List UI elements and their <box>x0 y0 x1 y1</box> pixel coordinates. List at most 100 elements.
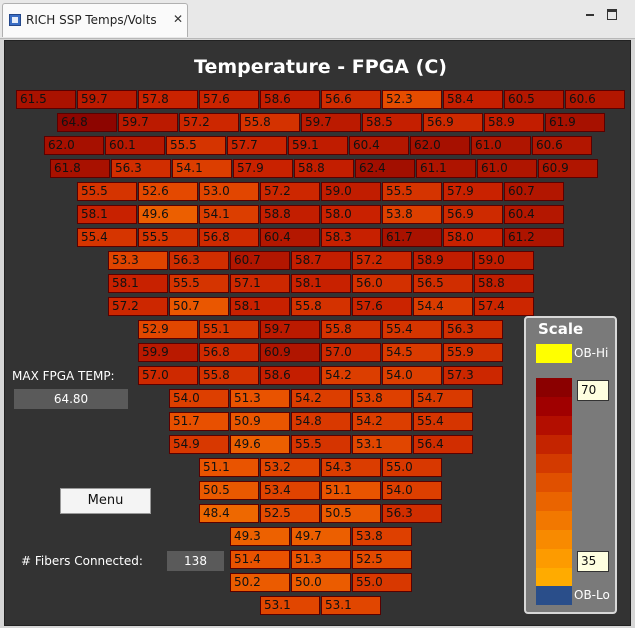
temp-cell: 54.0 <box>382 481 442 500</box>
temp-cell: 64.8 <box>57 113 117 132</box>
temp-cell: 60.9 <box>538 159 598 178</box>
temp-cell: 53.2 <box>260 458 320 477</box>
scale-legend: Scale OB-Hi 70 35 OB-Lo <box>524 316 617 614</box>
temp-cell: 51.1 <box>321 481 381 500</box>
close-icon[interactable]: ✕ <box>173 12 184 26</box>
temp-cell: 57.0 <box>138 366 198 385</box>
temp-cell: 54.8 <box>291 412 351 431</box>
temp-cell: 59.0 <box>321 182 381 201</box>
scale-band <box>536 511 572 530</box>
temp-cell: 53.1 <box>352 435 412 454</box>
temp-cell: 48.4 <box>199 504 259 523</box>
temp-cell: 56.3 <box>443 320 503 339</box>
temp-cell: 58.1 <box>291 274 351 293</box>
temp-cell: 55.9 <box>443 343 503 362</box>
max-fpga-temp-label: MAX FPGA TEMP: <box>12 369 115 383</box>
temp-cell: 54.1 <box>172 159 232 178</box>
temp-cell: 58.6 <box>260 366 320 385</box>
temp-cell: 60.9 <box>260 343 320 362</box>
maximize-icon[interactable] <box>606 8 620 22</box>
temp-cell: 56.9 <box>423 113 483 132</box>
temp-cell: 57.2 <box>260 182 320 201</box>
temp-cell: 53.8 <box>352 527 412 546</box>
scale-band <box>536 397 572 416</box>
temp-cell: 54.4 <box>413 297 473 316</box>
temp-cell: 60.4 <box>504 205 564 224</box>
temp-cell: 55.5 <box>169 274 229 293</box>
temp-cell: 51.7 <box>169 412 229 431</box>
temp-cell: 54.0 <box>169 389 229 408</box>
scale-min-input[interactable]: 35 <box>577 551 609 572</box>
temp-cell: 56.3 <box>111 159 171 178</box>
temp-cell: 57.2 <box>179 113 239 132</box>
menu-button[interactable]: Menu <box>60 488 151 514</box>
temp-cell: 58.8 <box>474 274 534 293</box>
temp-cell: 50.9 <box>230 412 290 431</box>
temp-cell: 60.7 <box>230 251 290 270</box>
scale-max-input[interactable]: 70 <box>577 380 609 401</box>
temp-cell: 52.5 <box>352 550 412 569</box>
temp-cell: 58.8 <box>294 159 354 178</box>
temp-cell: 55.8 <box>240 113 300 132</box>
tab-rich-ssp-temps-volts[interactable]: RICH SSP Temps/Volts ✕ <box>2 3 188 37</box>
temp-cell: 60.4 <box>349 136 409 155</box>
scale-band <box>536 549 572 568</box>
temp-cell: 54.7 <box>413 389 473 408</box>
temp-cell: 58.1 <box>108 274 168 293</box>
temp-cell: 55.0 <box>352 573 412 592</box>
temp-cell: 52.6 <box>138 182 198 201</box>
temp-cell: 54.9 <box>169 435 229 454</box>
scale-band <box>536 416 572 435</box>
temp-cell: 54.2 <box>352 412 412 431</box>
view-icon <box>9 14 21 26</box>
temp-cell: 57.2 <box>108 297 168 316</box>
temp-cell: 55.4 <box>77 228 137 247</box>
scale-band <box>536 530 572 549</box>
temp-cell: 49.6 <box>230 435 290 454</box>
temp-cell: 56.5 <box>413 274 473 293</box>
temp-cell: 58.0 <box>321 205 381 224</box>
scale-band <box>536 435 572 454</box>
temp-cell: 59.7 <box>118 113 178 132</box>
ob-hi-label: OB-Hi <box>574 346 609 360</box>
temp-cell: 55.8 <box>321 320 381 339</box>
fibers-connected-label: # Fibers Connected: <box>21 554 143 568</box>
temp-cell: 55.5 <box>77 182 137 201</box>
temp-cell: 58.5 <box>362 113 422 132</box>
temp-cell: 53.3 <box>108 251 168 270</box>
temp-cell: 60.6 <box>532 136 592 155</box>
temp-cell: 52.5 <box>260 504 320 523</box>
temp-cell: 60.4 <box>260 228 320 247</box>
scale-band <box>536 492 572 511</box>
temp-cell: 57.0 <box>321 343 381 362</box>
temp-cell: 50.5 <box>199 481 259 500</box>
temp-cell: 51.1 <box>199 458 259 477</box>
tab-title: RICH SSP Temps/Volts <box>26 13 157 27</box>
temp-cell: 61.0 <box>477 159 537 178</box>
temp-cell: 58.0 <box>443 228 503 247</box>
temp-cell: 57.8 <box>138 90 198 109</box>
temp-cell: 58.4 <box>443 90 503 109</box>
temp-cell: 59.7 <box>77 90 137 109</box>
temp-cell: 62.4 <box>355 159 415 178</box>
minimize-icon[interactable] <box>584 8 598 22</box>
temp-cell: 52.9 <box>138 320 198 339</box>
ob-hi-swatch <box>536 344 572 363</box>
temp-cell: 56.8 <box>199 228 259 247</box>
temp-cell: 53.1 <box>260 596 320 615</box>
temp-cell: 55.1 <box>199 320 259 339</box>
temp-cell: 58.1 <box>77 205 137 224</box>
temp-cell: 55.5 <box>138 228 198 247</box>
temp-cell: 54.1 <box>199 205 259 224</box>
temp-cell: 55.5 <box>291 435 351 454</box>
ob-lo-label: OB-Lo <box>574 588 610 602</box>
temp-cell: 55.4 <box>382 320 442 339</box>
temp-cell: 57.9 <box>233 159 293 178</box>
temp-cell: 49.3 <box>230 527 290 546</box>
max-fpga-temp-value: 64.80 <box>14 389 128 409</box>
temp-cell: 55.5 <box>382 182 442 201</box>
scale-band <box>536 473 572 492</box>
temp-cell: 56.4 <box>413 435 473 454</box>
temp-cell: 58.7 <box>291 251 351 270</box>
temp-cell: 49.7 <box>291 527 351 546</box>
